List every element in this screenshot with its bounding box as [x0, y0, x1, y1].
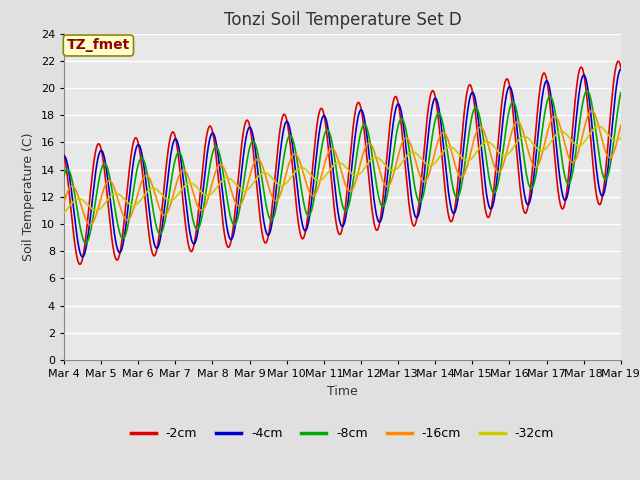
-2cm [171, 132, 179, 138]
-32cm [429, 162, 436, 168]
Line: -16cm: -16cm [64, 111, 621, 225]
-32cm [246, 184, 254, 190]
Text: TZ_fmet: TZ_fmet [67, 38, 130, 52]
-32cm [502, 153, 509, 158]
-2cm [617, 65, 625, 71]
-2cm [429, 88, 437, 94]
Line: -2cm: -2cm [64, 61, 621, 264]
-4cm [617, 66, 625, 72]
Legend: -2cm, -4cm, -8cm, -16cm, -32cm: -2cm, -4cm, -8cm, -16cm, -32cm [125, 422, 559, 445]
-32cm [170, 196, 178, 202]
-2cm [551, 158, 559, 164]
-4cm [60, 153, 68, 159]
-16cm [429, 156, 437, 162]
-32cm [60, 210, 68, 216]
-2cm [614, 59, 622, 64]
-16cm [617, 122, 625, 128]
-4cm [502, 95, 509, 101]
-4cm [429, 99, 437, 105]
-16cm [551, 114, 559, 120]
-2cm [184, 240, 192, 246]
-32cm [184, 181, 191, 187]
Y-axis label: Soil Temperature (C): Soil Temperature (C) [22, 132, 35, 261]
-8cm [82, 240, 90, 246]
-8cm [60, 173, 68, 179]
-8cm [617, 90, 625, 96]
-32cm [595, 123, 602, 129]
Title: Tonzi Soil Temperature Set D: Tonzi Soil Temperature Set D [223, 11, 461, 29]
-8cm [171, 159, 179, 165]
-8cm [429, 128, 437, 133]
Line: -4cm: -4cm [64, 69, 621, 257]
-16cm [502, 153, 509, 158]
-2cm [502, 77, 509, 83]
-4cm [246, 125, 254, 131]
-8cm [502, 127, 509, 133]
X-axis label: Time: Time [327, 384, 358, 397]
-16cm [588, 108, 596, 114]
-4cm [184, 218, 192, 224]
-4cm [551, 129, 559, 135]
Line: -8cm: -8cm [64, 91, 621, 243]
-2cm [60, 152, 68, 157]
Line: -32cm: -32cm [64, 126, 621, 213]
-16cm [184, 174, 192, 180]
-32cm [617, 135, 625, 141]
-8cm [583, 88, 591, 94]
-8cm [184, 189, 192, 195]
-32cm [551, 133, 559, 139]
-8cm [551, 108, 559, 114]
-2cm [246, 127, 254, 133]
-16cm [171, 187, 179, 192]
-2cm [76, 262, 84, 267]
-8cm [246, 142, 254, 148]
-16cm [60, 200, 68, 205]
-16cm [86, 222, 94, 228]
-4cm [171, 136, 179, 142]
-4cm [79, 254, 86, 260]
-16cm [246, 171, 254, 177]
